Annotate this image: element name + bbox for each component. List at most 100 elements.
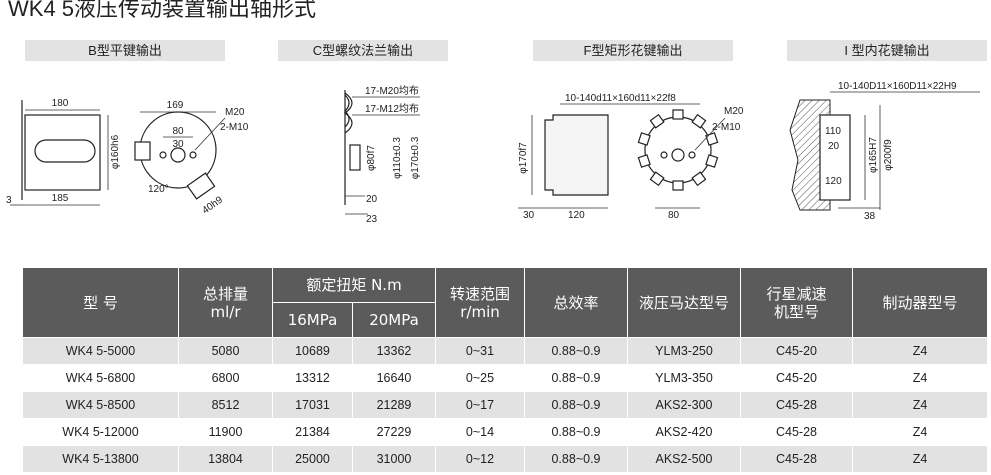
dim-label: 23 bbox=[366, 214, 378, 225]
table-cell: 8512 bbox=[178, 391, 273, 419]
dim-label: M20 bbox=[724, 106, 744, 117]
table-cell: WK4 5-12000 bbox=[22, 418, 179, 446]
header-cell: 行星减速 机型号 bbox=[740, 267, 853, 338]
dim-label: 40h9 bbox=[200, 194, 225, 216]
table-cell: 0.88~0.9 bbox=[524, 391, 628, 419]
drawing-i: 10-140D11×160D11×22H9 110 20 120 φ165H7 … bbox=[789, 81, 980, 222]
dim-label: 20 bbox=[828, 141, 840, 152]
dim-label: 2-M10 bbox=[220, 122, 249, 133]
table-cell: C45-28 bbox=[740, 391, 853, 419]
table-row: WK4 5-12000 11900 21384 27229 0~14 0.88~0.9 AK… bbox=[22, 418, 988, 446]
header-cell: 20MPa bbox=[352, 302, 436, 338]
page-title: WK4 5液压传动装置输出轴形式 bbox=[8, 0, 316, 21]
table-cell: WK4 5-5000 bbox=[22, 337, 179, 365]
spec-table: 型 号 总排量 ml/r 额定扭矩 N.m 转速范围 r/min 总效率 液压马达型… bbox=[22, 267, 988, 473]
table-cell: C45-28 bbox=[740, 418, 853, 446]
header-cell: 总效率 bbox=[524, 267, 628, 338]
spline-tooth bbox=[691, 113, 707, 129]
dim-label: φ160h6 bbox=[110, 134, 121, 169]
section-bar bbox=[533, 40, 733, 61]
dim-label: 20 bbox=[366, 194, 378, 205]
table-cell: AKS2-300 bbox=[627, 391, 741, 419]
dim-label: 30 bbox=[523, 210, 535, 221]
table-cell: Z4 bbox=[852, 337, 988, 365]
section-bar bbox=[25, 40, 225, 61]
table-cell: YLM3-350 bbox=[627, 364, 741, 392]
table-cell: YLM3-250 bbox=[627, 337, 741, 365]
dim-label: φ165H7 bbox=[868, 137, 879, 173]
table-cell: Z4 bbox=[852, 418, 988, 446]
header-cell: 总排量 ml/r bbox=[178, 267, 273, 338]
header-line: r/min bbox=[460, 302, 500, 321]
table-cell: WK4 5-8500 bbox=[22, 391, 179, 419]
dim-label: 120 bbox=[825, 176, 842, 187]
dim-label: 169 bbox=[167, 100, 184, 111]
table-cell: 5080 bbox=[178, 337, 273, 365]
dim-label: 10-140d11×160d11×22f8 bbox=[565, 93, 676, 104]
table-cell: 0~31 bbox=[435, 337, 525, 365]
dim-label: 80 bbox=[668, 210, 680, 221]
section-label: I 型内花键输出 bbox=[844, 43, 929, 58]
table-cell: C45-20 bbox=[740, 364, 853, 392]
dim-label: 10-140D11×160D11×22H9 bbox=[838, 81, 957, 92]
table-row: WK4 5-13800 13804 25000 31000 0~12 0.88~0.9 AK… bbox=[22, 445, 988, 473]
table-cell: 17031 bbox=[272, 391, 353, 419]
table-cell: 0~14 bbox=[435, 418, 525, 446]
header-line: ml/r bbox=[210, 302, 241, 321]
table-cell: 0~17 bbox=[435, 391, 525, 419]
dim-label: φ80f7 bbox=[366, 145, 377, 171]
dim-label: 2-M10 bbox=[712, 122, 741, 133]
header-line: 机型号 bbox=[773, 302, 819, 321]
section-label: F型矩形花键输出 bbox=[584, 43, 683, 58]
drawing-f: 10-140d11×160d11×22f8 φ170f7 M20 2-M10 3… bbox=[518, 93, 744, 221]
table-cell: 13804 bbox=[178, 445, 273, 473]
table-cell: 0~25 bbox=[435, 364, 525, 392]
header-cell: 制动器型号 bbox=[852, 267, 988, 338]
table-cell: Z4 bbox=[852, 445, 988, 473]
drawing-c: 17-M20均布 17-M12均布 φ80f7 φ110±0.3 φ170±0.… bbox=[343, 85, 421, 225]
table-cell: 21289 bbox=[352, 391, 436, 419]
dim-label: φ170±0.3 bbox=[410, 136, 421, 179]
table-cell: 31000 bbox=[352, 445, 436, 473]
dim-label: 80 bbox=[172, 126, 184, 137]
table-cell: 11900 bbox=[178, 418, 273, 446]
section-label: C型螺纹法兰输出 bbox=[313, 43, 413, 58]
header-line: 转速范围 bbox=[449, 284, 510, 303]
dim-label: 120° bbox=[148, 184, 169, 195]
dim-label: φ200f9 bbox=[883, 139, 894, 171]
spline-tooth bbox=[691, 171, 707, 187]
table-cell: 6800 bbox=[178, 364, 273, 392]
table-row: WK4 5-8500 8512 17031 21289 0~17 0.88~0.9 AKS2… bbox=[22, 391, 988, 419]
spline-teeth bbox=[637, 109, 719, 191]
table-cell: 10689 bbox=[272, 337, 353, 365]
table-body: WK4 5-5000 5080 10689 13362 0~31 0.88~0.9 YLM3… bbox=[22, 337, 988, 473]
table-cell: AKS2-420 bbox=[627, 418, 741, 446]
table-cell: 13312 bbox=[272, 364, 353, 392]
dim-label: 17-M12均布 bbox=[365, 103, 419, 115]
table-cell: WK4 5-6800 bbox=[22, 364, 179, 392]
spline-tooth bbox=[672, 180, 684, 191]
table-cell: C45-28 bbox=[740, 445, 853, 473]
spline-tooth bbox=[649, 113, 665, 129]
table-cell: 0.88~0.9 bbox=[524, 364, 628, 392]
table-cell: WK4 5-13800 bbox=[22, 445, 179, 473]
table-cell: 0~12 bbox=[435, 445, 525, 473]
spline-tooth bbox=[705, 154, 719, 168]
dim-label: 110 bbox=[825, 126, 841, 137]
spline-tooth bbox=[672, 109, 684, 120]
header-cell: 额定扭矩 N.m bbox=[272, 267, 436, 303]
header-line: 总排量 bbox=[202, 284, 248, 303]
header-cell: 16MPa bbox=[272, 302, 353, 338]
section-bar bbox=[787, 40, 987, 61]
section-label: B型平键输出 bbox=[88, 43, 162, 58]
spline-tooth bbox=[649, 171, 665, 187]
table-row: WK4 5-6800 6800 13312 16640 0~25 0.88~0.9 YLM3… bbox=[22, 364, 988, 392]
table-cell: AKS2-500 bbox=[627, 445, 741, 473]
table-cell: Z4 bbox=[852, 391, 988, 419]
dim-label: 120 bbox=[568, 210, 585, 221]
section-bar bbox=[278, 40, 448, 61]
dim-label: 30 bbox=[172, 139, 184, 150]
dim-label: 185 bbox=[52, 193, 69, 204]
table-cell: 16640 bbox=[352, 364, 436, 392]
table-cell: C45-20 bbox=[740, 337, 853, 365]
